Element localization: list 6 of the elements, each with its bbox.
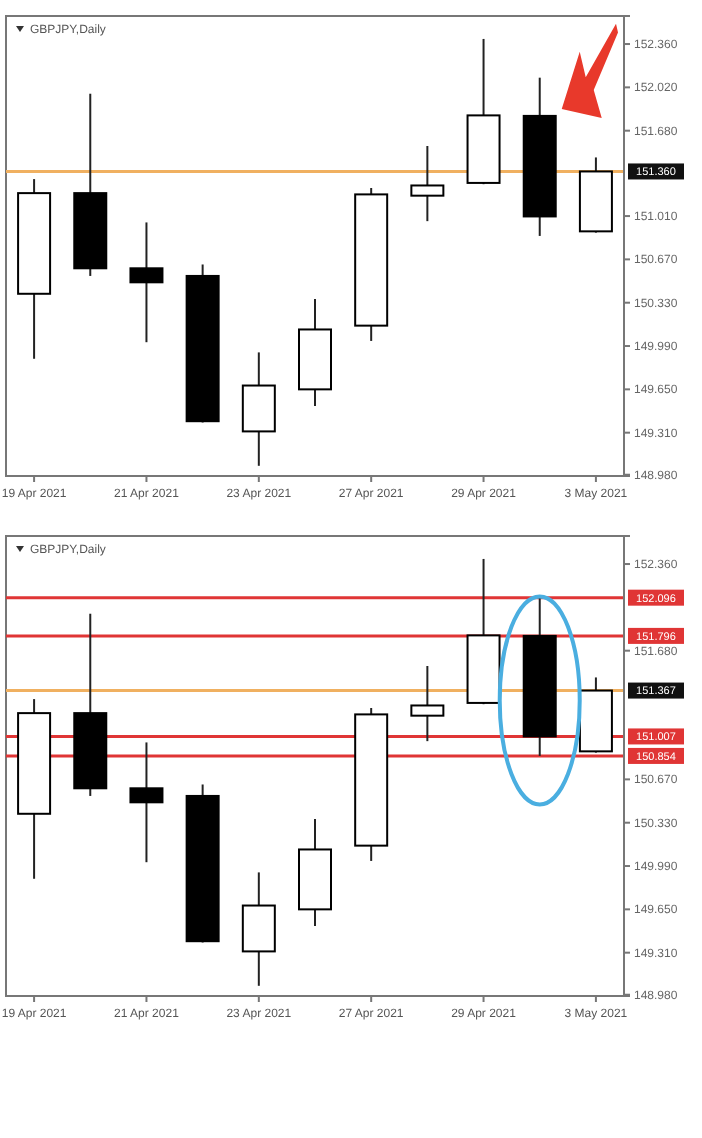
candlestick — [129, 221, 164, 344]
candlestick — [410, 144, 445, 223]
candlestick — [241, 351, 276, 467]
candlestick — [241, 871, 276, 987]
candlestick — [410, 664, 445, 743]
candlestick — [129, 741, 164, 864]
